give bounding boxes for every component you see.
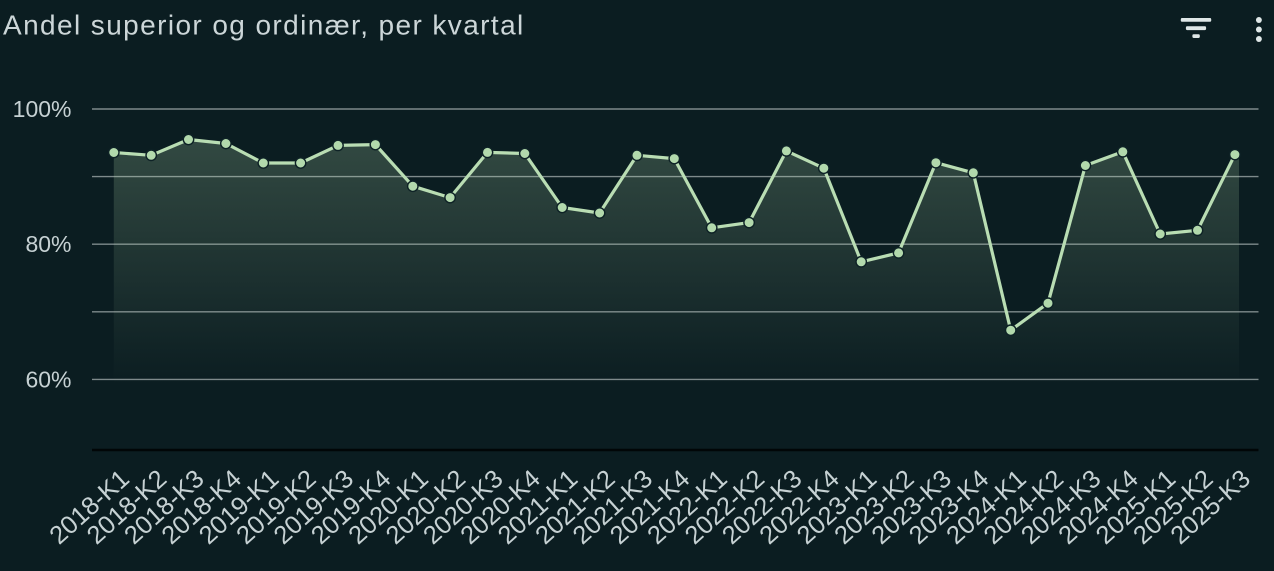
svg-text:Andel superior og ordinær, per: Andel superior og ordinær, per kvartal <box>3 10 525 41</box>
svg-text:100%: 100% <box>13 96 72 122</box>
svg-text:80%: 80% <box>25 231 71 257</box>
svg-text:60%: 60% <box>25 366 71 392</box>
